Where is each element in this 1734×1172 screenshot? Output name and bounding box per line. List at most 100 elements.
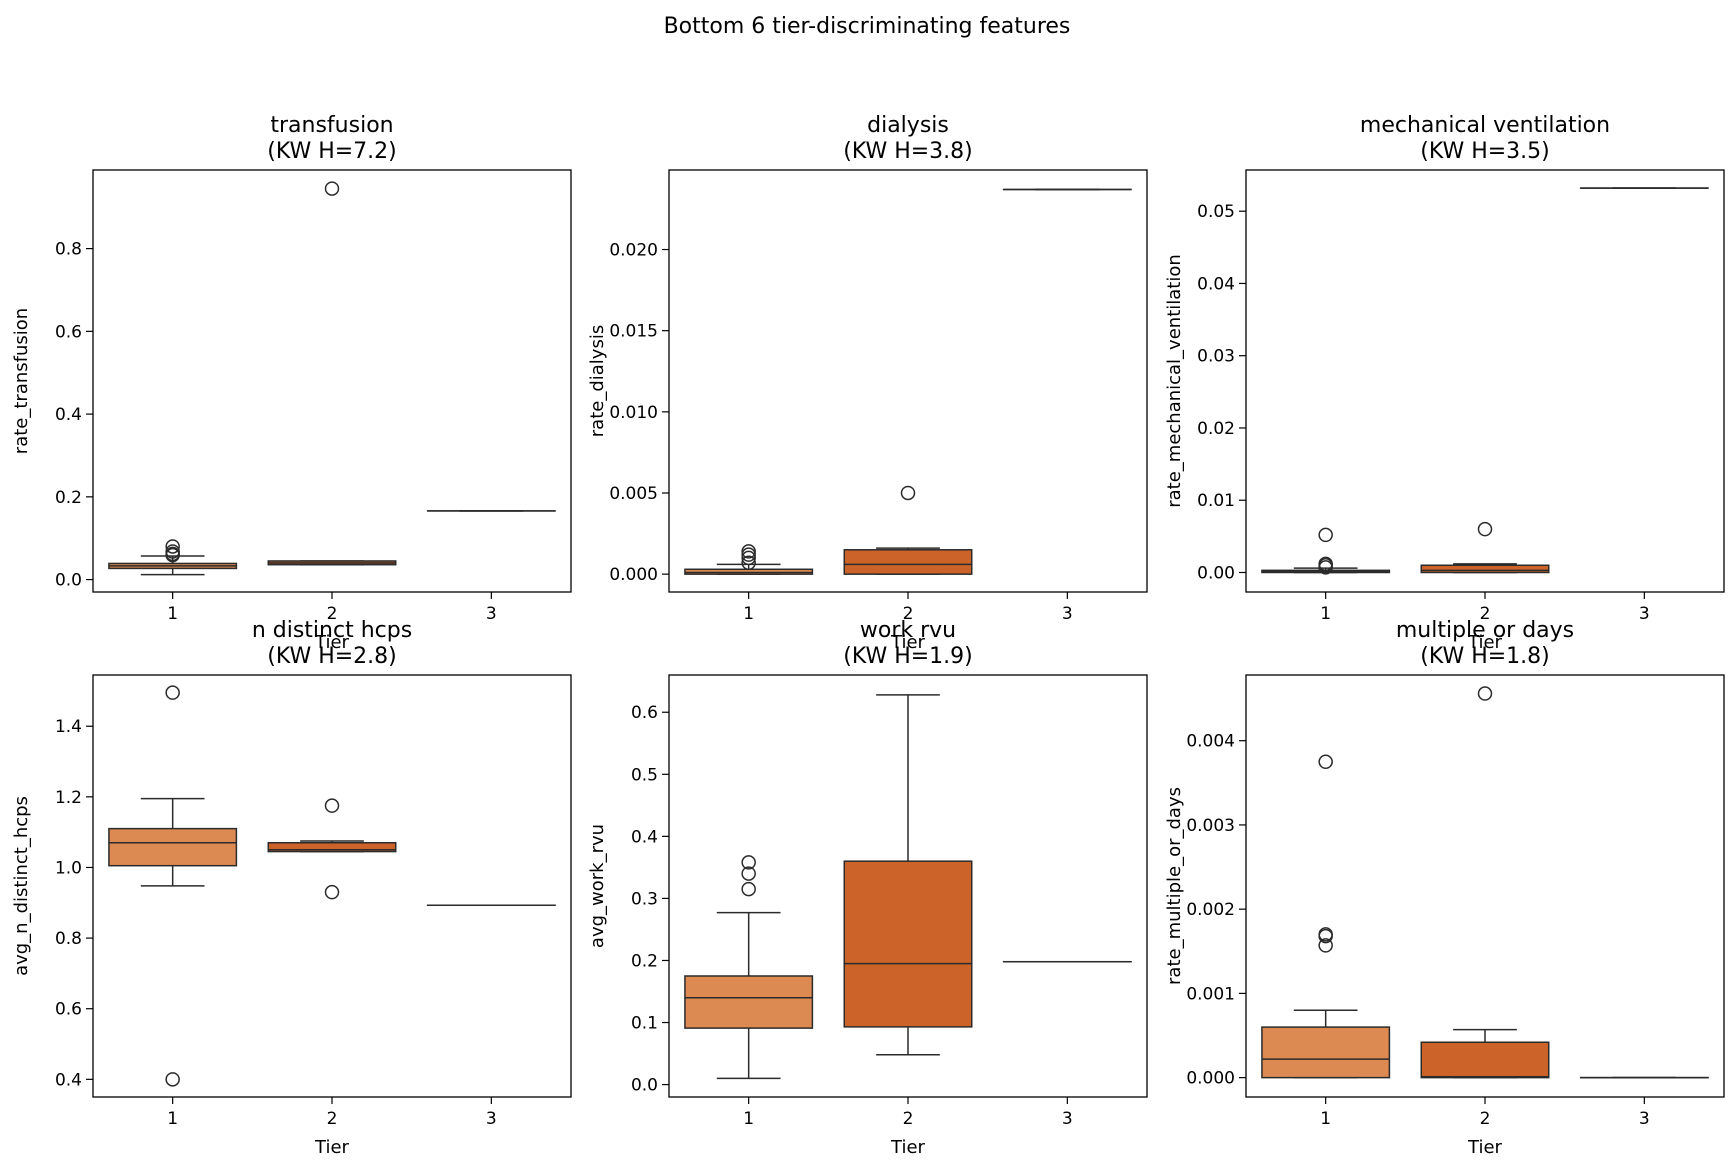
y-tick-label: 0.4: [631, 827, 658, 847]
outlier-point: [165, 544, 180, 559]
outlier-point: [1477, 521, 1493, 537]
box-iqr: [843, 549, 973, 575]
outlier-point: [1318, 754, 1333, 770]
outlier-point: [741, 866, 756, 881]
box-tier-1: [108, 539, 238, 576]
subplot-grid: transfusion(KW H=7.2) 0.0 0.2 0.4 0.6 0.8 1 2 3 T…: [11, 113, 1725, 1158]
outlier-point: [741, 550, 756, 566]
y-tick-label: 0.2: [55, 488, 82, 508]
x-tick-label: 3: [1062, 604, 1073, 624]
box-tier-2: [267, 798, 397, 900]
y-tick-label: 0.015: [609, 322, 658, 342]
axes-frame: [1245, 169, 1725, 593]
box-iqr: [1261, 1026, 1391, 1079]
y-tick-label: 0.003: [1186, 816, 1235, 836]
box-tier-2: [843, 694, 973, 1056]
outlier-point: [1318, 928, 1333, 944]
outlier-point: [324, 798, 340, 813]
subplot-panel-2: dialysis(KW H=3.8) 0.000 0.005 0.010 0.015 0.…: [587, 113, 1148, 653]
x-tick-label: 3: [486, 604, 497, 624]
y-tick-label: 1.2: [55, 788, 82, 808]
x-tick-label: 1: [1320, 1109, 1331, 1129]
x-axis-label: Tier: [314, 632, 350, 653]
panel-title: multiple or days: [1396, 618, 1574, 643]
y-tick-label: 0.005: [609, 484, 658, 504]
y-tick-label: 0.04: [1197, 274, 1235, 294]
y-tick-label: 0.0: [55, 571, 82, 591]
y-axis-label: avg_n_distinct_hcps: [11, 796, 32, 976]
x-axis-label: Tier: [314, 1137, 350, 1158]
outlier-point: [1318, 938, 1333, 953]
x-axis-label: Tier: [890, 1137, 926, 1158]
subplot-panel-4: n distinct hcps(KW H=2.8) 0.4 0.6 0.8 1.0 1.2…: [11, 618, 572, 1158]
y-axis-label: avg_work_rvu: [587, 824, 608, 948]
outlier-point: [741, 855, 756, 870]
subplot-panel-1: transfusion(KW H=7.2) 0.0 0.2 0.4 0.6 0.8 1 2 3 T…: [11, 113, 572, 653]
y-tick-label: 1.0: [55, 858, 82, 878]
outlier-point: [324, 884, 340, 900]
x-axis-label: Tier: [890, 632, 926, 653]
y-axis-label: rate_dialysis: [587, 325, 608, 437]
panel-title-kw: (KW H=3.5): [1420, 139, 1550, 164]
x-tick-label: 2: [1480, 1109, 1491, 1129]
y-tick-label: 0.05: [1197, 202, 1235, 222]
y-axis-label: rate_multiple_or_days: [1164, 787, 1185, 985]
box-tier-1: [684, 544, 814, 575]
x-tick-label: 1: [743, 1109, 754, 1129]
x-axis-label: Tier: [1467, 632, 1503, 653]
axes-frame: [1245, 674, 1725, 1098]
panel-title-kw: (KW H=1.9): [843, 644, 973, 669]
figure-suptitle: Bottom 6 tier-discriminating features: [664, 14, 1071, 39]
y-tick-label: 0.000: [1186, 1069, 1235, 1089]
y-tick-label: 0.2: [631, 951, 658, 971]
y-tick-label: 0.0: [631, 1076, 658, 1096]
box-tier-1: [1261, 754, 1391, 1079]
y-tick-label: 0.6: [55, 322, 82, 342]
box-iqr: [684, 975, 814, 1029]
x-tick-label: 1: [1320, 604, 1331, 624]
x-tick-label: 2: [327, 1109, 338, 1129]
outlier-point: [1318, 527, 1333, 543]
y-tick-label: 0.6: [55, 1000, 82, 1020]
outlier-point: [900, 485, 916, 501]
y-tick-label: 0.004: [1186, 732, 1235, 752]
subplot-panel-3: mechanical ventilation(KW H=3.5) 0.00 0.01…: [1164, 113, 1725, 653]
panel-title: n distinct hcps: [252, 618, 412, 643]
outlier-point: [324, 181, 340, 196]
box-iqr: [1420, 564, 1550, 574]
box-iqr: [108, 827, 238, 867]
box-tier-2: [1420, 521, 1550, 574]
y-tick-label: 0.02: [1197, 419, 1235, 439]
subplot-panel-5: work rvu(KW H=1.9) 0.0 0.1 0.2 0.3 0.4 0.5 0.6 1…: [587, 618, 1148, 1158]
x-tick-label: 3: [1639, 1109, 1650, 1129]
outlier-point: [741, 555, 756, 571]
x-tick-label: 3: [1062, 1109, 1073, 1129]
box-tier-2: [843, 485, 973, 575]
x-tick-label: 2: [903, 604, 914, 624]
y-tick-label: 0.00: [1197, 563, 1235, 583]
y-tick-label: 0.001: [1186, 984, 1235, 1004]
outlier-point: [165, 539, 180, 554]
axes-frame: [668, 674, 1148, 1098]
x-tick-label: 2: [327, 604, 338, 624]
box-tier-1: [1261, 527, 1391, 575]
y-tick-label: 0.03: [1197, 347, 1235, 367]
outlier-point: [741, 547, 756, 562]
outlier-point: [741, 881, 756, 897]
panel-title-kw: (KW H=3.8): [843, 139, 973, 164]
y-tick-label: 0.6: [631, 703, 658, 723]
box-iqr: [1420, 1041, 1550, 1079]
panel-title: transfusion: [270, 113, 393, 138]
y-tick-label: 0.8: [55, 929, 82, 949]
subplot-panel-6: multiple or days(KW H=1.8) 0.000 0.001 0.00…: [1164, 618, 1725, 1158]
box-tier-1: [108, 685, 238, 1087]
x-tick-label: 3: [1639, 604, 1650, 624]
x-tick-label: 1: [743, 604, 754, 624]
panel-title: mechanical ventilation: [1360, 113, 1610, 138]
panel-title-kw: (KW H=2.8): [267, 644, 397, 669]
box-iqr: [267, 841, 397, 853]
x-tick-label: 2: [1480, 604, 1491, 624]
y-tick-label: 0.4: [55, 1070, 82, 1090]
x-tick-label: 3: [486, 1109, 497, 1129]
